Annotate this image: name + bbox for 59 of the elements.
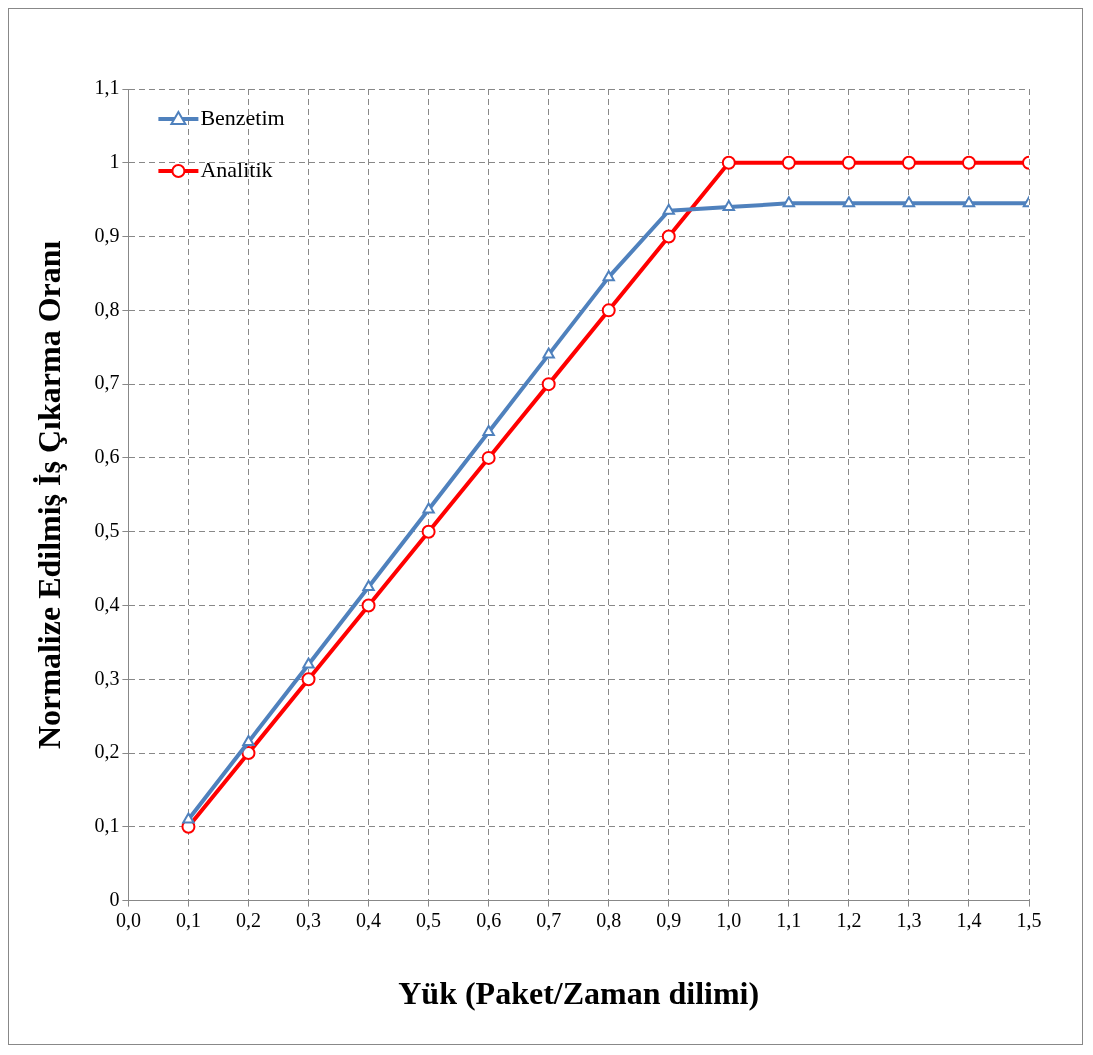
x-tick-label: 1,3 [896, 908, 922, 931]
point [781, 155, 796, 170]
x-tick-label: 0,2 [235, 908, 261, 931]
point [301, 672, 316, 687]
point [721, 155, 736, 170]
x-tick-label: 1,1 [776, 908, 802, 931]
point [241, 746, 256, 761]
x-tick-label: 1,2 [836, 908, 862, 931]
legend-label: Analitik [200, 156, 273, 182]
y-tick-label: 0,7 [94, 371, 120, 394]
point [482, 425, 495, 437]
y-tick-label: 0,5 [94, 518, 120, 541]
point [602, 270, 615, 282]
y-tick-label: 0,6 [94, 445, 120, 468]
x-tick-label: 0,1 [175, 908, 201, 931]
y-tick-label: 0,2 [94, 740, 120, 763]
point [962, 196, 976, 208]
x-tick-label: 0,5 [416, 908, 442, 931]
point [842, 196, 856, 208]
point [961, 155, 976, 170]
point [662, 203, 675, 215]
x-tick-label: 1,5 [1016, 908, 1042, 931]
y-tick-label: 0,4 [94, 592, 120, 615]
point [362, 580, 375, 592]
point [422, 502, 435, 514]
x-tick-label: 0,4 [356, 908, 382, 931]
y-tick-label: 1,1 [94, 76, 120, 99]
y-tick-label: 0,8 [94, 297, 120, 320]
y-tick-label: 1 [109, 150, 120, 173]
point [601, 303, 616, 318]
x-tick-label: 1,4 [956, 908, 982, 931]
legend-label: Benzetim [200, 104, 285, 130]
point [902, 196, 916, 208]
point [302, 657, 315, 669]
y-tick-label: 0 [109, 887, 120, 910]
point [901, 155, 916, 170]
point [782, 196, 796, 208]
point [182, 812, 195, 824]
x-axis-title: Yük (Paket/Zaman dilimi) [398, 975, 760, 1012]
point [361, 598, 376, 613]
x-tick-label: 0,7 [536, 908, 562, 931]
point [421, 524, 436, 539]
point [242, 734, 255, 746]
x-tick-label: 0,8 [596, 908, 622, 931]
point [722, 200, 735, 212]
y-axis-title: Normalize Edilmiş İş Çıkarma Oranı [31, 240, 68, 750]
x-tick-label: 0,3 [296, 908, 322, 931]
y-tick-label: 0,1 [94, 814, 120, 837]
point [841, 155, 856, 170]
x-tick-label: 0,6 [476, 908, 502, 931]
y-tick-label: 0,9 [94, 223, 120, 246]
y-tick-label: 0,3 [94, 666, 120, 689]
x-tick-label: 0,9 [656, 908, 682, 931]
x-tick-label: 1,0 [716, 908, 742, 931]
point [541, 377, 556, 392]
point [542, 347, 555, 359]
point [661, 229, 676, 244]
point [481, 450, 496, 465]
x-tick-label: 0,0 [115, 908, 141, 931]
